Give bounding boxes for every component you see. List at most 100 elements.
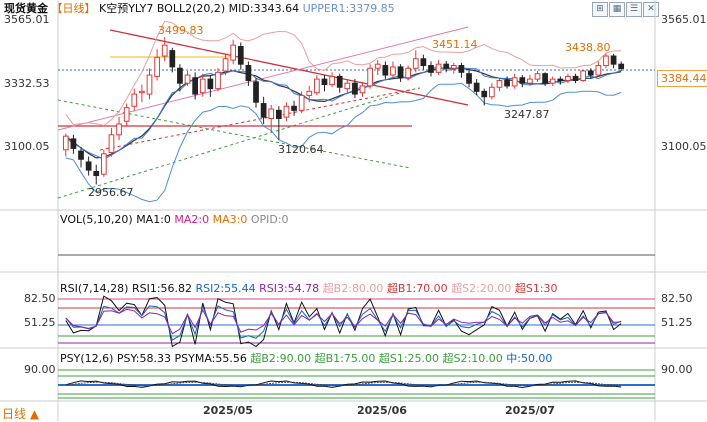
candle-body xyxy=(519,77,526,84)
rsi-axis-left-high: 82.50 xyxy=(24,292,56,305)
candle-body xyxy=(192,77,199,95)
candle-body xyxy=(580,70,587,81)
psy-s2: 超S2:10.00 xyxy=(442,352,503,365)
candle-body xyxy=(245,65,252,81)
rsi-axis-left-mid: 51.25 xyxy=(24,316,56,329)
candle-body xyxy=(154,56,160,77)
candle-body xyxy=(131,93,138,107)
date-label-jul: 2025/07 xyxy=(505,404,555,417)
period-selector-label: 日线 xyxy=(2,407,27,421)
candle-body xyxy=(405,67,412,79)
rsi-header: RSI(7,14,28) RSI1:56.82 RSI2:55.44 RSI3:… xyxy=(60,282,558,296)
vol-ma3: MA3:0 xyxy=(212,213,248,226)
candle-body xyxy=(565,75,571,81)
psy-line xyxy=(65,380,622,389)
candle-body xyxy=(481,90,488,98)
candle-body xyxy=(428,65,434,73)
candle-body xyxy=(610,55,617,65)
rsi-s1: 超S1:30 xyxy=(514,282,558,295)
candle-body xyxy=(397,66,404,79)
red-trend-line xyxy=(109,29,469,106)
grid-icon[interactable]: ⊞ xyxy=(592,2,608,17)
psyma-value: PSYMA:55.56 xyxy=(174,352,247,365)
rsi-label: RSI(7,14,28) xyxy=(60,282,129,295)
green-dashed-line-upper xyxy=(57,89,411,199)
candle-body xyxy=(123,107,130,122)
annotation-high3: 3438.80 xyxy=(565,41,611,54)
candle-body xyxy=(458,65,465,73)
candle-body xyxy=(253,81,259,103)
candle-body xyxy=(283,105,290,118)
candle-body xyxy=(161,44,168,57)
candle-body xyxy=(359,85,366,94)
psy-mid: 中:50.00 xyxy=(506,352,553,365)
rsi-axis-right-mid: 51.25 xyxy=(661,316,693,329)
candle-body xyxy=(374,63,381,69)
vol-opid: OPID:0 xyxy=(250,213,289,226)
candle-body xyxy=(572,75,579,81)
candle-body xyxy=(603,55,609,67)
chart-icon[interactable]: ▦ xyxy=(609,2,625,17)
vol-ma1: MA1:0 xyxy=(136,213,171,226)
candle-body xyxy=(504,79,510,87)
vol-ma2: MA2:0 xyxy=(174,213,210,226)
rsi-s2: 超S2:20.00 xyxy=(451,282,512,295)
candle-body xyxy=(230,44,237,61)
candle-body xyxy=(306,90,313,96)
candle-body xyxy=(618,63,625,70)
candle-body xyxy=(314,78,320,94)
rsi-b1: 超B1:70.00 xyxy=(386,282,448,295)
price-label-mid: 3332.53 xyxy=(4,77,50,90)
candle-body xyxy=(70,138,77,149)
candle-body xyxy=(116,123,122,136)
psy-value: PSY:58.33 xyxy=(116,352,171,365)
candle-body xyxy=(367,67,373,87)
date-label-jun: 2025/06 xyxy=(357,404,407,417)
candle-body xyxy=(488,86,495,98)
candle-body xyxy=(435,63,442,73)
candle-body xyxy=(146,74,153,95)
candle-body xyxy=(215,71,221,90)
annotation-low3: 2956.67 xyxy=(88,186,134,199)
candle-body xyxy=(321,78,328,86)
chevron-up-icon: ▲ xyxy=(29,407,40,421)
date-label-may: 2025/05 xyxy=(203,404,253,417)
ma-blue-line xyxy=(65,65,622,160)
red-dashed-line xyxy=(99,87,421,151)
candle-body xyxy=(344,82,351,90)
candle-body xyxy=(177,67,183,84)
list-icon[interactable]: ☰ xyxy=(626,2,642,17)
candle-body xyxy=(336,75,343,88)
candle-body xyxy=(139,90,145,94)
candle-body xyxy=(420,58,427,67)
candle-body xyxy=(260,103,267,118)
candle-body xyxy=(352,82,358,95)
candle-body xyxy=(496,79,503,88)
candle-body xyxy=(108,134,115,153)
candle-body xyxy=(207,78,214,90)
period-selector[interactable]: 日线 ▲ xyxy=(2,405,39,422)
candle-body xyxy=(534,73,541,80)
vol-label: VOL(5,10,20) xyxy=(60,213,133,226)
candle-body xyxy=(473,82,480,92)
candle-body xyxy=(390,66,396,76)
mid-label: MID:3343.64 xyxy=(228,2,300,15)
candle-body xyxy=(587,70,594,76)
candle-body xyxy=(93,170,100,177)
candle-body xyxy=(450,65,457,69)
candle-body xyxy=(85,161,92,171)
candle-body xyxy=(329,75,335,86)
rsi3-value: RSI3:54.78 xyxy=(259,282,320,295)
candle-body xyxy=(100,153,107,175)
k-label: K空预YLY7 xyxy=(99,2,154,15)
candle-body xyxy=(542,73,548,84)
candle-body xyxy=(199,78,206,94)
candle-body xyxy=(62,135,69,151)
price-label-right-low: 3100.05 xyxy=(661,140,707,153)
period-label[interactable]: 【日线】 xyxy=(51,2,96,15)
candle-body xyxy=(222,58,229,72)
candle-body xyxy=(184,74,191,84)
upper-label: UPPER1:3379.85 xyxy=(302,2,395,15)
psy-s1: 超S1:25.00 xyxy=(378,352,440,365)
